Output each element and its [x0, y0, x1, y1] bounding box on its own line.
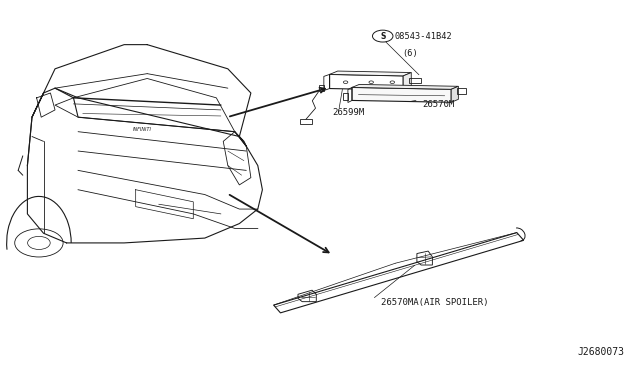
- Text: INFINITI: INFINITI: [133, 127, 152, 132]
- Text: S: S: [380, 32, 385, 41]
- Polygon shape: [352, 87, 451, 102]
- Text: (6): (6): [402, 49, 418, 58]
- Circle shape: [372, 30, 393, 42]
- Text: 08543-41B42: 08543-41B42: [394, 32, 452, 41]
- Polygon shape: [352, 84, 458, 89]
- Text: J2680073: J2680073: [577, 347, 624, 357]
- Text: 26570MA(AIR SPOILER): 26570MA(AIR SPOILER): [381, 298, 488, 307]
- Text: 26570M: 26570M: [422, 100, 454, 109]
- Polygon shape: [451, 86, 458, 102]
- Polygon shape: [403, 73, 412, 90]
- Polygon shape: [330, 71, 412, 76]
- Text: 26599M: 26599M: [333, 108, 365, 117]
